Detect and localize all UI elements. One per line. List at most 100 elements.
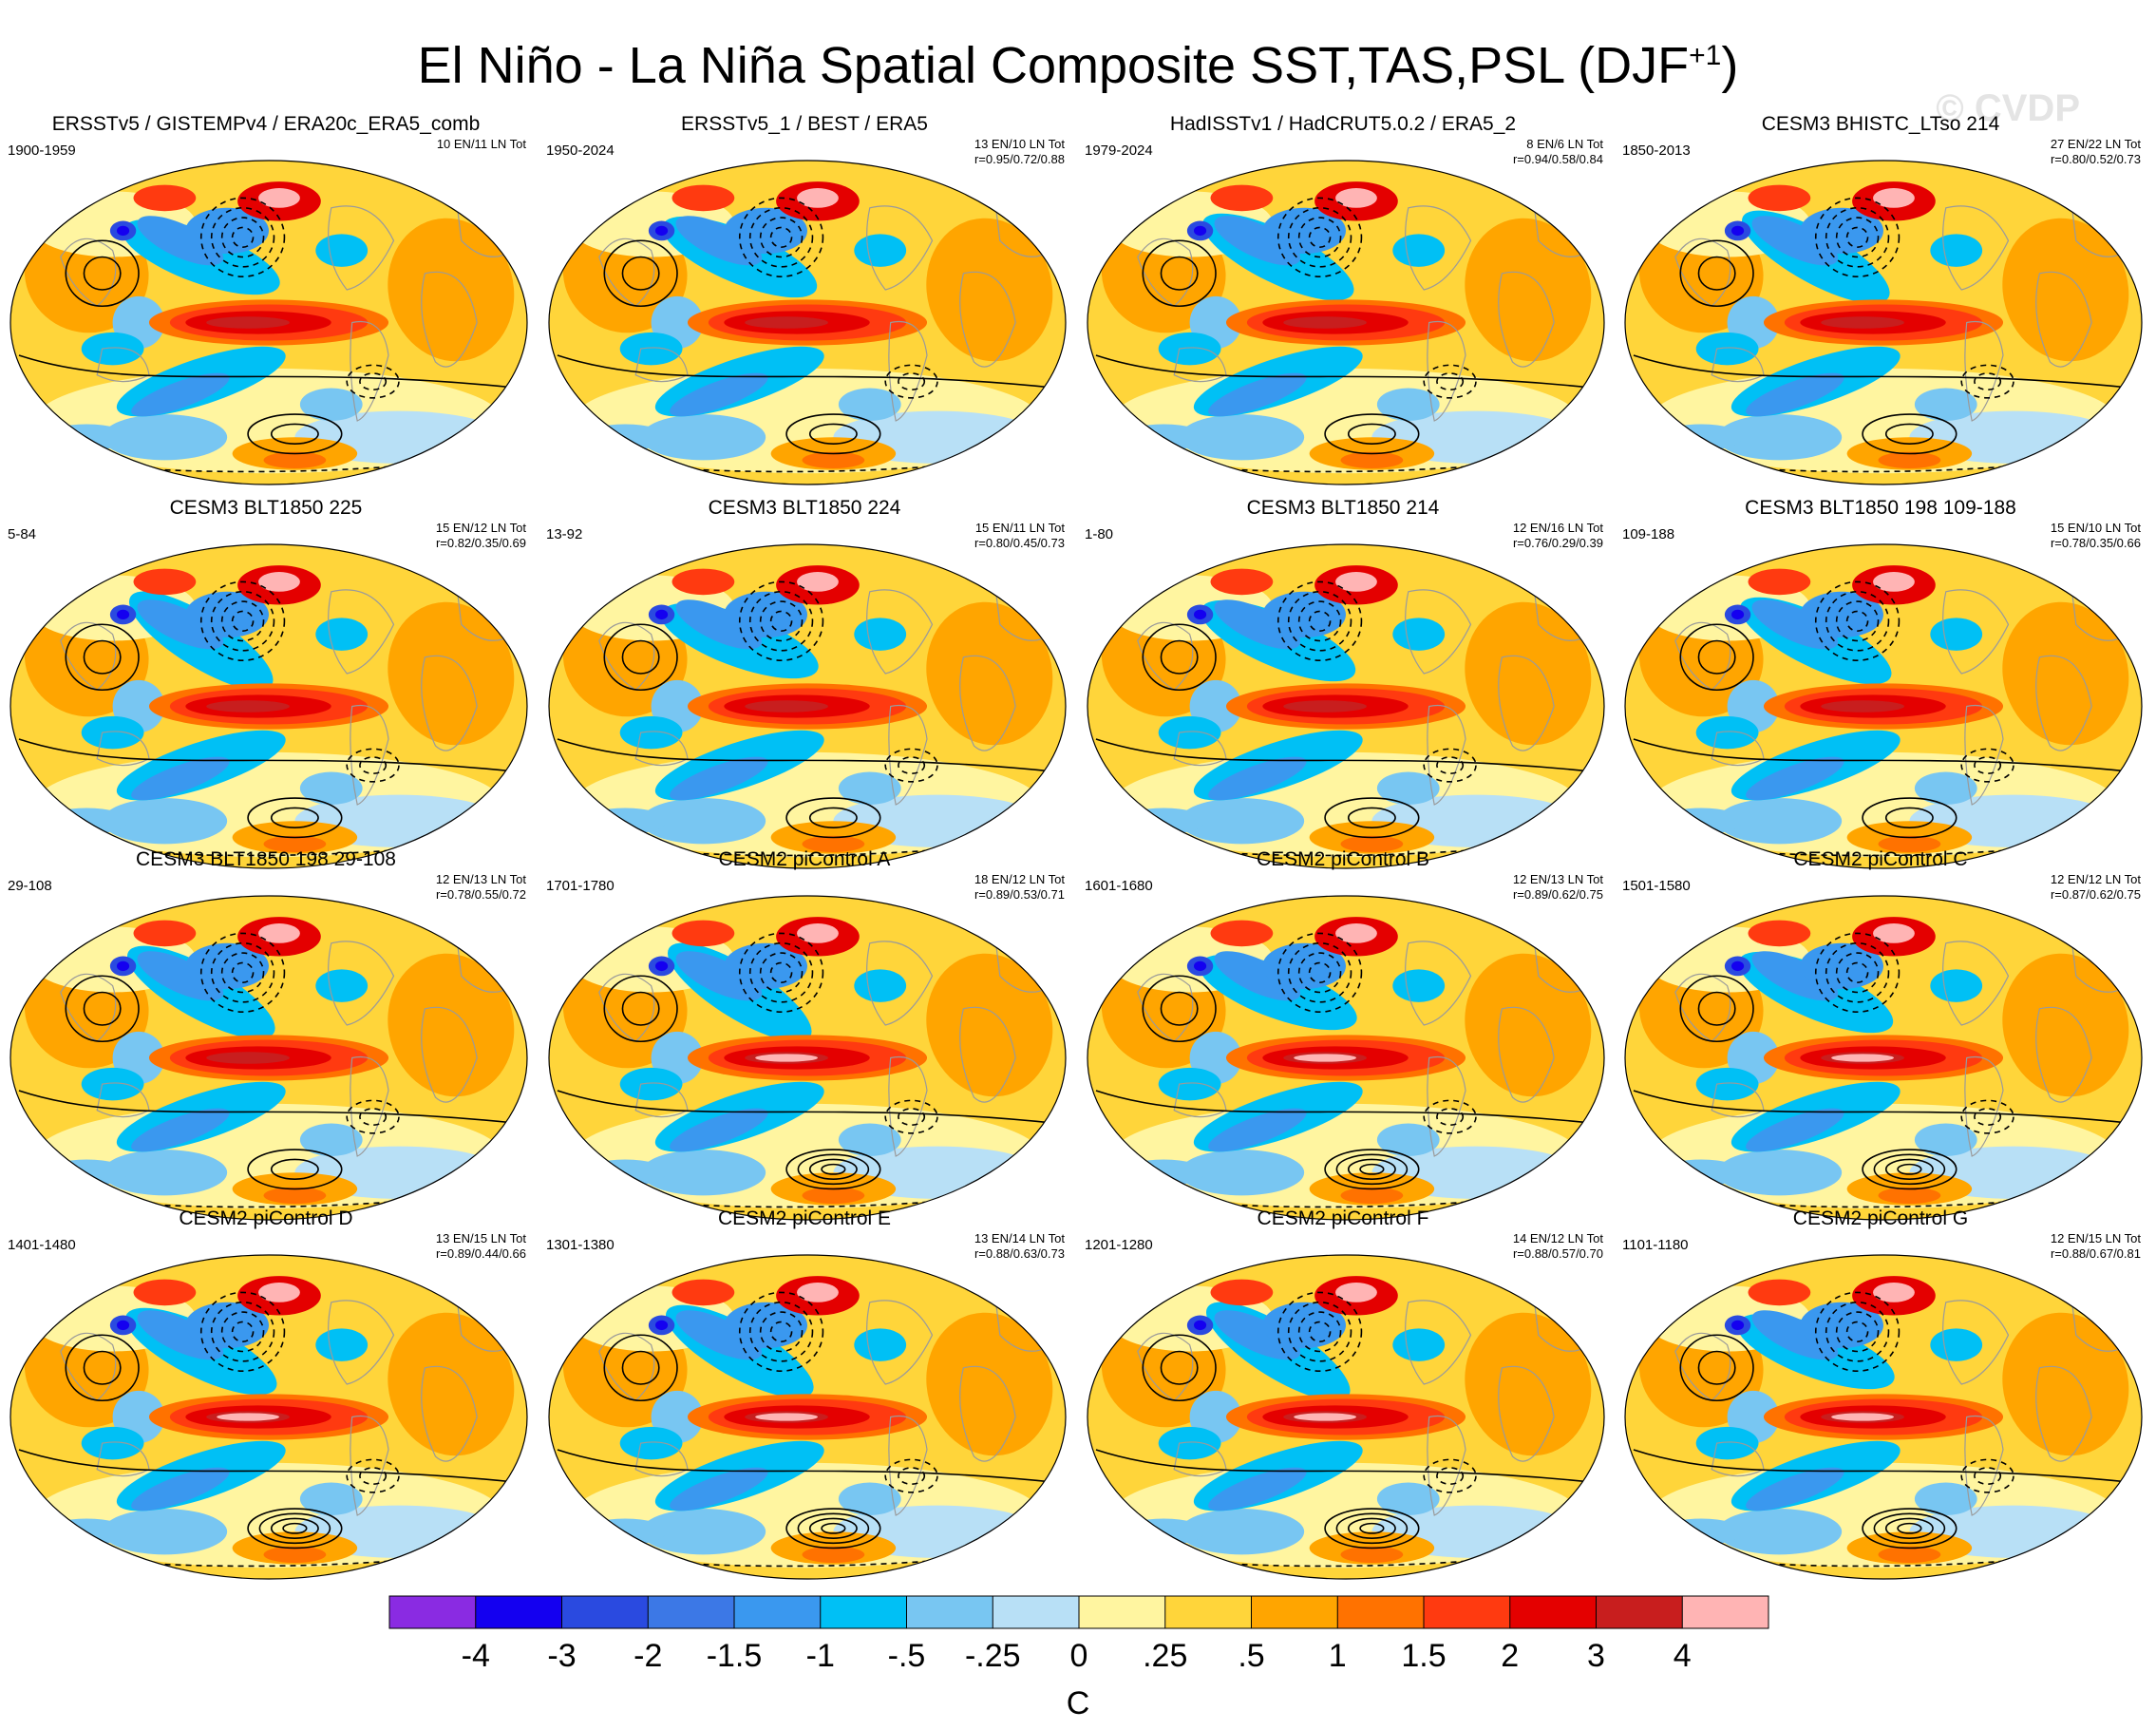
colorbar-tick-label: .5 <box>1238 1638 1264 1674</box>
anomaly-patch <box>1873 188 1915 208</box>
psl-contour-positive <box>1873 1153 1946 1186</box>
psl-contour-negative <box>884 364 938 399</box>
anomaly-patch <box>640 798 766 845</box>
psl-contour-negative <box>769 1321 793 1342</box>
panel-stats-line: 18 EN/12 LN Tot <box>974 872 1065 886</box>
psl-contour-negative <box>1845 961 1869 983</box>
psl-contour-positive <box>270 1517 319 1539</box>
psl-contour-negative <box>898 372 926 391</box>
land-outline <box>959 1365 1016 1462</box>
anomaly-patch <box>263 835 327 853</box>
psl-contour-negative <box>359 1467 388 1486</box>
psl-contour-positive <box>1335 1153 1409 1186</box>
land-outline <box>1942 205 2010 291</box>
anomaly-patch <box>299 388 363 421</box>
anomaly-patch <box>1340 451 1404 469</box>
anomaly-patch <box>724 207 807 255</box>
map-svg <box>1087 543 1605 869</box>
map-panel: CESM3 BLT1850 225 5-84 15 EN/12 LN Tot r=0.… <box>0 496 532 895</box>
anomaly-patch <box>1335 923 1377 943</box>
anomaly-patch <box>1376 1123 1440 1156</box>
panel-years: 1701-1780 <box>546 878 615 894</box>
anomaly-patch <box>263 451 327 469</box>
anomaly-patch <box>1210 1279 1274 1306</box>
psl-contour-negative <box>759 1311 804 1353</box>
anomaly-patch <box>315 618 369 651</box>
psl-contour-positive <box>258 1512 331 1545</box>
land-outline <box>60 973 117 1043</box>
panel-stats: 13 EN/10 LN Tot r=0.95/0.72/0.88 <box>974 137 1065 167</box>
figure-title-close: ) <box>1721 37 1739 94</box>
panel-title: CESM3 BLT1850 225 <box>169 497 363 519</box>
psl-contour-negative <box>359 1108 388 1127</box>
anomaly-patch <box>1335 188 1377 208</box>
psl-contour-positive <box>83 991 122 1026</box>
anomaly-patch <box>1751 1310 1839 1360</box>
colorbar-swatch <box>906 1596 993 1628</box>
anomaly-patch <box>1695 1426 1759 1460</box>
panel-stats-line: r=0.88/0.63/0.73 <box>974 1246 1065 1261</box>
anomaly-patch <box>838 1123 901 1156</box>
anomaly-patch <box>1730 960 1745 972</box>
psl-contour-positive <box>1633 1449 2134 1484</box>
anomaly-patch <box>640 414 766 461</box>
colorbar-swatch <box>561 1596 649 1628</box>
anomaly-patch <box>1730 225 1745 237</box>
anomaly-patch <box>671 1279 735 1306</box>
psl-contour-positive <box>821 1522 846 1534</box>
panel-stats: 18 EN/12 LN Tot r=0.89/0.53/0.71 <box>974 872 1065 903</box>
sst-field <box>549 161 1066 485</box>
colorbar-tick-label: 2 <box>1501 1638 1519 1674</box>
map-border <box>1087 160 1605 485</box>
anomaly-patch <box>1914 388 1977 421</box>
psl-contour-negative <box>1814 197 1901 278</box>
anomaly-patch <box>185 1302 269 1349</box>
anomaly-patch <box>1800 1302 1883 1349</box>
psl-contour-positive <box>1347 1158 1396 1180</box>
panel-stats: 14 EN/12 LN Tot r=0.88/0.57/0.70 <box>1513 1231 1603 1262</box>
land-outline <box>421 1365 478 1462</box>
psl-contour-positive <box>1160 1350 1199 1385</box>
anomaly-patch <box>1392 969 1446 1002</box>
land-outline <box>1674 973 1731 1043</box>
map-panel: CESM2 piControl C 1501-1580 12 EN/12 LN To… <box>1615 847 2147 1246</box>
anomaly-patch <box>1193 225 1207 237</box>
panel-years: 1601-1680 <box>1085 878 1153 894</box>
panel-stats: 13 EN/15 LN Tot r=0.89/0.44/0.66 <box>436 1231 526 1262</box>
psl-contour-negative <box>1287 941 1352 1003</box>
psl-contour-negative <box>769 610 793 632</box>
el-nino-tongue <box>1831 1054 1894 1062</box>
anomaly-patch <box>675 951 763 1001</box>
panel-stats-line: r=0.80/0.52/0.73 <box>2050 152 2141 166</box>
panel-years: 1950-2024 <box>546 143 615 159</box>
anomaly-patch <box>1751 599 1839 650</box>
map-svg <box>548 1254 1067 1580</box>
land-outline <box>350 1055 389 1157</box>
map-panel: CESM2 piControl F 1201-1280 14 EN/12 LN To… <box>1077 1207 1609 1606</box>
panel-stats-line: r=0.88/0.67/0.81 <box>2050 1246 2141 1261</box>
land-outline <box>421 1006 478 1103</box>
anomaly-patch <box>1748 184 1811 212</box>
land-outline <box>2035 1365 2092 1462</box>
anomaly-patch <box>1914 1482 1977 1515</box>
anomaly-patch <box>1335 572 1377 592</box>
psl-contour-negative <box>1297 600 1342 642</box>
map-panel: CESM2 piControl A 1701-1780 18 EN/12 LN To… <box>539 847 1070 1246</box>
map-panel: CESM3 BLT1850 198 109-188 109-188 15 EN/10… <box>1615 496 2147 895</box>
el-nino-tongue <box>1283 316 1367 329</box>
anomaly-patch <box>1465 218 1592 362</box>
psl-contour-positive <box>1884 1517 1934 1539</box>
land-outline <box>598 238 655 308</box>
land-outline <box>1405 589 1472 675</box>
panel-years: 1101-1180 <box>1622 1237 1689 1253</box>
panel-title: CESM3 BLT1850 198 29-108 <box>136 848 396 870</box>
panel-years: 1501-1580 <box>1622 878 1691 894</box>
anomaly-patch <box>2002 1312 2129 1456</box>
psl-contour-positive <box>1884 807 1934 828</box>
anomaly-patch <box>1210 920 1274 947</box>
anomaly-patch <box>185 942 269 990</box>
panel-title: CESM2 piControl D <box>179 1207 353 1229</box>
anomaly-patch <box>1262 207 1346 255</box>
psl-contour-positive <box>785 1508 881 1549</box>
psl-contour-negative <box>210 590 275 652</box>
